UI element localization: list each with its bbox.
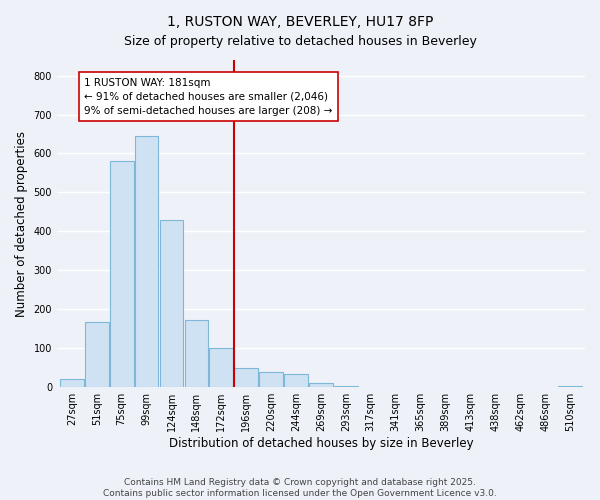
Bar	[259, 372, 283, 387]
Text: 1 RUSTON WAY: 181sqm
← 91% of detached houses are smaller (2,046)
9% of semi-det: 1 RUSTON WAY: 181sqm ← 91% of detached h…	[85, 78, 332, 116]
Bar	[309, 382, 333, 387]
Y-axis label: Number of detached properties: Number of detached properties	[15, 130, 28, 316]
X-axis label: Distribution of detached houses by size in Beverley: Distribution of detached houses by size …	[169, 437, 473, 450]
Text: 1, RUSTON WAY, BEVERLEY, HU17 8FP: 1, RUSTON WAY, BEVERLEY, HU17 8FP	[167, 15, 433, 29]
Text: Contains HM Land Registry data © Crown copyright and database right 2025.
Contai: Contains HM Land Registry data © Crown c…	[103, 478, 497, 498]
Bar	[209, 348, 233, 387]
Bar	[110, 162, 134, 387]
Bar	[85, 322, 109, 387]
Bar	[284, 374, 308, 387]
Bar	[558, 386, 582, 387]
Bar	[135, 136, 158, 387]
Bar	[60, 380, 83, 387]
Bar	[235, 368, 258, 387]
Bar	[160, 220, 184, 387]
Bar	[334, 386, 358, 387]
Bar	[185, 320, 208, 387]
Text: Size of property relative to detached houses in Beverley: Size of property relative to detached ho…	[124, 35, 476, 48]
